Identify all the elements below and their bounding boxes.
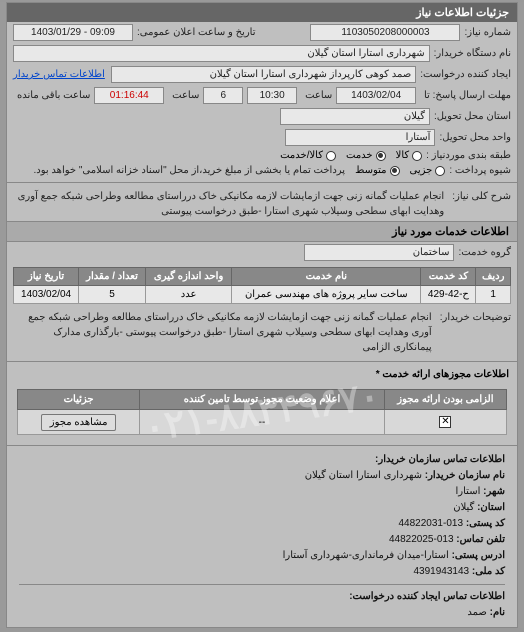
lbl-time-word-1: ساعت: [301, 90, 332, 101]
permit-section-title: اطلاعات مجوزهای ارائه خدمت *: [7, 366, 517, 383]
field-deadline-date: 1403/02/04: [336, 87, 416, 104]
contact-section-title: اطلاعات تماس سازمان خریدار:: [19, 452, 505, 468]
field-delivery: گیلان: [280, 108, 430, 125]
pkg-radio-group: کالا خدمت کالا/خدمت: [280, 150, 422, 161]
lbl-pkg-supply: طبقه بندی موردنیاز :: [422, 150, 511, 161]
pay-note: پرداخت تمام یا بخشی از مبلغ خرید،از محل …: [29, 165, 345, 176]
svc-header-3: واحد اندازه گیری: [145, 268, 231, 286]
pkg-label-1: خدمت: [346, 150, 373, 161]
lbl-short-desc: شرح کلی نیاز:: [448, 189, 511, 202]
svc-cell-0-0: 1: [476, 286, 511, 304]
svc-cell-0-1: ح-42-429: [421, 286, 476, 304]
lbl-natid: کد ملی:: [472, 566, 505, 577]
short-desc-text: انجام عملیات گمانه زنی جهت ازمایشات لازم…: [13, 189, 448, 219]
lbl-addr: ادرس پستی:: [452, 550, 505, 561]
lbl-pay-type: شیوه پرداخت :: [445, 165, 511, 176]
pkg-label-0: کالا: [396, 150, 410, 161]
val-city: استارا: [456, 486, 481, 497]
lbl-creator: ایجاد کننده درخواست:: [416, 69, 511, 80]
pay-label-0: جزیی: [410, 165, 433, 176]
permit-table: الزامی بودن ارائه مجوزاعلام وضعیت مجوز ت…: [17, 389, 507, 435]
field-req-no: 1103050208000003: [310, 24, 460, 41]
link-buyer-contact[interactable]: اطلاعات تماس خریدار: [13, 69, 105, 80]
extra-desc-text: انجام عملیات گمانه زنی جهت ازمایشات لازم…: [13, 310, 436, 355]
lbl-time-word-2: ساعت: [168, 90, 199, 101]
val-phone: 013-44822025: [389, 534, 454, 545]
field-svc-group: ساختمان: [304, 244, 454, 261]
lbl-svc-group: گروه خدمت:: [454, 247, 511, 258]
pay-option-1[interactable]: متوسط: [355, 165, 399, 176]
lbl-deadline: مهلت ارسال پاسخ: تا: [420, 90, 511, 101]
pay-radio-1[interactable]: [390, 166, 400, 176]
permit-mandatory-checkbox[interactable]: [439, 416, 451, 428]
lbl-delivery: استان محل تحویل:: [430, 111, 511, 122]
svc-cell-0-4: 5: [79, 286, 146, 304]
pay-radio-group: جزیی متوسط: [355, 165, 445, 176]
lbl-province: استان:: [477, 502, 505, 513]
permit-header-1: اعلام وضعیت مجوز توسط تامین کننده: [140, 390, 385, 410]
svc-header-2: نام خدمت: [232, 268, 421, 286]
svc-cell-0-3: عدد: [145, 286, 231, 304]
val-natid: 4391943143: [413, 566, 469, 577]
svc-cell-0-5: 1403/02/04: [14, 286, 79, 304]
pkg-label-2: کالا/خدمت: [280, 150, 323, 161]
svc-header-0: ردیف: [476, 268, 511, 286]
pkg-radio-0[interactable]: [412, 151, 422, 161]
creator-contact-section-title: اطلاعات تماس ایجاد کننده درخواست:: [19, 589, 505, 605]
pkg-option-0[interactable]: کالا: [396, 150, 423, 161]
field-unit: آستارا: [285, 129, 435, 146]
svc-header-5: تاریخ نیاز: [14, 268, 79, 286]
lbl-org-name: نام سازمان خریدار:: [425, 470, 505, 481]
pkg-option-2[interactable]: کالا/خدمت: [280, 150, 336, 161]
svc-header-1: کد خدمت: [421, 268, 476, 286]
pay-radio-0[interactable]: [435, 166, 445, 176]
pay-label-1: متوسط: [355, 165, 386, 176]
view-permit-button[interactable]: مشاهده مجوز: [41, 414, 117, 431]
val-postal: 013-44822031: [399, 518, 464, 529]
lbl-creator-name: نام:: [490, 607, 505, 618]
panel-title: جزئیات اطلاعات نیاز: [7, 3, 517, 22]
field-days: 6: [203, 87, 243, 104]
val-creator-name: صمد: [467, 607, 487, 618]
lbl-extra-desc: توضیحات خریدار:: [436, 310, 511, 323]
lbl-buyer-name: نام دستگاه خریدار:: [430, 48, 511, 59]
field-announce-dt: 1403/01/29 - 09:09: [13, 24, 133, 41]
field-buyer-name: شهرداری استارا استان گیلان: [13, 45, 430, 62]
permit-header-2: جزئیات: [18, 390, 140, 410]
lbl-phone: تلفن تماس:: [456, 534, 505, 545]
permit-status-dash: --: [259, 417, 266, 428]
lbl-remaining: ساعت باقی مانده: [13, 90, 90, 101]
field-timer: 01:16:44: [94, 87, 164, 104]
lbl-req-no: شماره نیاز:: [460, 27, 511, 38]
field-creator: صمد کوهی کارپرداز شهرداری استارا استان گ…: [111, 66, 416, 83]
svc-cell-0-2: ساخت سایر پروژه های مهندسی عمران: [232, 286, 421, 304]
lbl-unit: واحد محل تحویل:: [435, 132, 511, 143]
pkg-radio-1[interactable]: [376, 151, 386, 161]
lbl-announce-dt: تاریخ و ساعت اعلان عمومی:: [133, 27, 256, 38]
pkg-option-1[interactable]: خدمت: [346, 150, 386, 161]
service-table: ردیفکد خدمتنام خدمتواحد اندازه گیریتعداد…: [13, 267, 511, 304]
permit-header-0: الزامی بودن ارائه مجوز: [384, 390, 506, 410]
val-province: گیلان: [453, 502, 474, 513]
permit-row: -- مشاهده مجوز: [18, 410, 507, 435]
svc-header-4: تعداد / مقدار: [79, 268, 146, 286]
svc-section-title: اطلاعات خدمات مورد نیاز: [7, 221, 517, 242]
lbl-postal: کد پستی:: [466, 518, 505, 529]
val-org-name: شهرداری استارا استان گیلان: [305, 470, 422, 481]
val-addr: استارا-میدان فرمانداری-شهرداری آستارا: [283, 550, 449, 561]
pkg-radio-2[interactable]: [326, 151, 336, 161]
field-deadline-time: 10:30: [247, 87, 297, 104]
lbl-city: شهر:: [483, 486, 505, 497]
pay-option-0[interactable]: جزیی: [410, 165, 446, 176]
table-row: 1ح-42-429ساخت سایر پروژه های مهندسی عمرا…: [14, 286, 511, 304]
